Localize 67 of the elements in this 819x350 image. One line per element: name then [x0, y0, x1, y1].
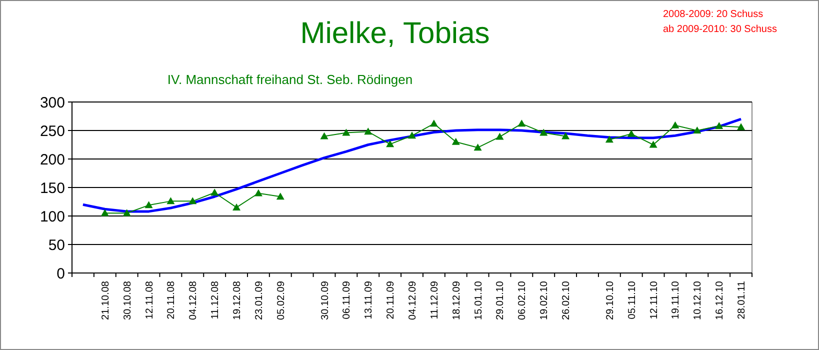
point: [364, 128, 372, 135]
point: [518, 120, 526, 127]
x-tick-label: 30.10.09: [320, 280, 331, 320]
chart-title: Mielke, Tobias: [300, 17, 490, 50]
x-tick-label: 06.11.09: [342, 280, 353, 320]
point: [254, 189, 262, 196]
point: [474, 144, 482, 151]
text: ab 2009-2010: 30 Schuss: [663, 24, 777, 35]
y-tick-label: 250: [40, 122, 65, 140]
x-tick-label: 05.02.09: [276, 280, 287, 320]
point: [562, 132, 570, 140]
x-tick-label: 30.10.08: [122, 280, 134, 320]
y-tick-label: 200: [40, 151, 65, 168]
point: [122, 209, 131, 216]
point: [693, 126, 702, 134]
point: [276, 192, 284, 200]
point: [671, 121, 680, 128]
x-tick-label: 05.11.10: [626, 280, 638, 320]
x-tick-label: 29.01.10: [495, 280, 506, 320]
y-tick-label: 150: [40, 180, 65, 197]
x-tick-label: 20.11.09: [386, 280, 397, 320]
y-tick-label: 300: [40, 94, 65, 112]
x-tick-label: 19.12.08: [232, 280, 244, 320]
x-tick-label: 11.12.09: [429, 280, 440, 320]
point: [342, 128, 350, 136]
point: [188, 197, 197, 204]
point: [452, 138, 460, 145]
point: [144, 201, 153, 208]
point: [386, 140, 394, 148]
x-tick-label: 12.11.08: [144, 280, 156, 320]
x-tick-label: 19.02.10: [539, 280, 550, 320]
point: [715, 122, 724, 129]
x-tick-label: 10.12.10: [692, 280, 704, 320]
point: [649, 140, 658, 148]
point: [320, 132, 328, 140]
point: [430, 120, 438, 127]
x-tick-label: 12.11.10: [648, 280, 660, 320]
x-tick-label: 13.11.09: [364, 280, 375, 320]
x-tick-label: 28.01.11: [736, 280, 748, 320]
point: [627, 130, 636, 137]
x-tick-label: 11.12.08: [210, 280, 222, 320]
point: [540, 128, 548, 136]
y-tick-label: 50: [48, 236, 65, 254]
point: [605, 136, 614, 143]
point: [210, 188, 219, 196]
x-tick-label: 26.02.10: [561, 280, 572, 320]
chart-subtitle: IV. Mannschaft freihand St. Seb. Rödingen: [167, 72, 413, 87]
x-tick-label: 16.12.10: [714, 280, 726, 320]
point: [166, 197, 175, 204]
x-tick-label: 04.12.09: [408, 280, 418, 320]
point: [232, 203, 241, 210]
x-tick-label: 29.10.10: [604, 280, 616, 320]
y-tick-label: 100: [40, 208, 65, 226]
text: 2008-2009: 20 Schuss: [663, 9, 764, 20]
x-tick-label: 20.11.08: [166, 280, 178, 320]
point: [408, 132, 416, 139]
x-tick-label: 06.02.10: [517, 280, 528, 320]
point: [100, 209, 109, 216]
x-tick-label: 18.12.09: [451, 280, 462, 320]
x-tick-label: 04.12.08: [188, 280, 200, 320]
x-tick-label: 15.01.10: [473, 280, 484, 320]
point: [737, 123, 746, 130]
x-tick-label: 19.11.10: [670, 280, 682, 320]
y-tick-label: 0: [56, 265, 65, 282]
x-tick-label: 23.01.09: [254, 280, 265, 320]
point: [496, 132, 504, 140]
x-tick-label: 21.10.08: [100, 280, 112, 320]
